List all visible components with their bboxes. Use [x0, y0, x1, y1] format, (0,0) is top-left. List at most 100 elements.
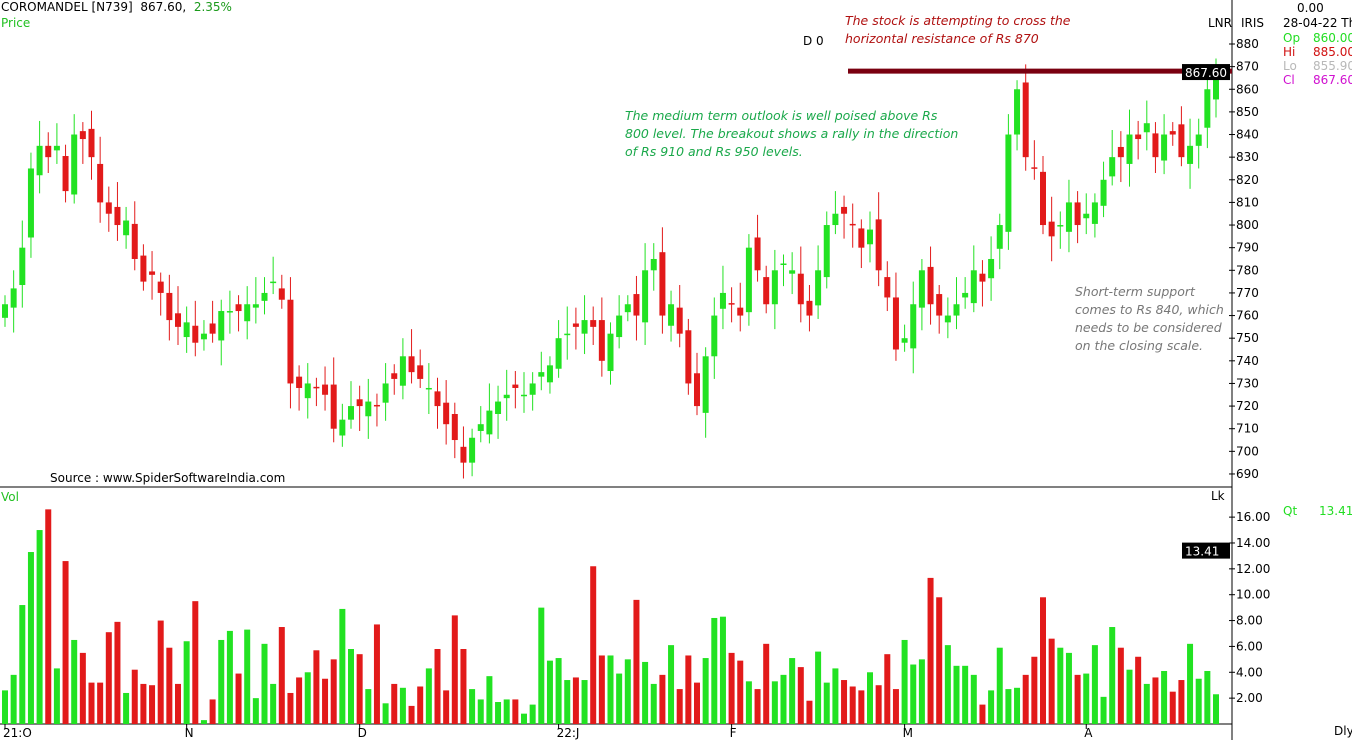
candle [27, 152, 34, 258]
volume-bar [503, 699, 510, 724]
chart-title: COROMANDEL [N739] 867.60, 2.35% [1, 1, 232, 14]
candle [512, 371, 519, 409]
price-tick-label: 720 [1236, 399, 1259, 413]
candle-body [676, 307, 683, 334]
candle-body [1005, 134, 1012, 232]
candle [123, 206, 130, 249]
candle-body [728, 303, 735, 305]
candle [36, 120, 43, 194]
volume-bar [417, 686, 424, 724]
candle-body [382, 383, 389, 403]
candle [555, 320, 562, 378]
volume-bar [702, 658, 709, 724]
candle [1117, 131, 1124, 183]
candle-body [1195, 134, 1202, 146]
candle [71, 114, 78, 204]
candle [1014, 80, 1021, 151]
candle [737, 282, 744, 332]
candle-body [789, 270, 796, 274]
candle-body [88, 128, 95, 158]
volume-bar [719, 616, 726, 724]
volume-bar [270, 683, 277, 724]
candle [754, 214, 761, 282]
candle [1040, 156, 1046, 235]
volume-tick-label: 16.00 [1236, 510, 1270, 524]
volume-bar [183, 641, 190, 724]
price-tick-label: 880 [1236, 37, 1259, 51]
candle [1031, 140, 1038, 180]
candle-body [996, 225, 1003, 249]
candle-body [849, 223, 856, 226]
candle [330, 357, 337, 443]
volume-bar [728, 652, 735, 724]
candle [953, 277, 960, 330]
candle [815, 245, 822, 319]
volume-bar [365, 689, 372, 724]
volume-bar [1014, 687, 1021, 724]
volume-bar [841, 680, 848, 724]
candle [771, 249, 778, 330]
volume-bar [1152, 677, 1159, 724]
candle-body [875, 219, 882, 271]
volume-bar [97, 682, 104, 724]
candle [659, 227, 666, 334]
candle [789, 252, 796, 295]
candle [434, 377, 441, 429]
volume-bar [1143, 683, 1150, 724]
volume-tick-label: 12.00 [1236, 562, 1270, 576]
candle [538, 351, 545, 391]
candle [157, 272, 164, 316]
volume-bar [771, 681, 778, 724]
candle-body [53, 145, 60, 151]
candle-body [175, 313, 181, 327]
volume-bar [1204, 670, 1211, 724]
volume-bar [408, 705, 415, 724]
candle-body [45, 145, 52, 158]
candle [944, 297, 951, 339]
low-label: Lo [1283, 59, 1297, 73]
volume-bar [1083, 673, 1090, 724]
volume-bar [175, 683, 181, 724]
candle [235, 295, 242, 332]
candle [304, 363, 311, 419]
high-label: Hi [1283, 45, 1296, 59]
candle [797, 246, 804, 323]
candle-body [209, 323, 216, 334]
candle [936, 285, 943, 334]
interval-label[interactable]: Dly [1334, 724, 1352, 738]
candle [1126, 109, 1133, 187]
volume-bar [1178, 680, 1185, 724]
volume-bar [123, 692, 130, 724]
candle [399, 338, 406, 400]
candle-body [503, 394, 510, 399]
candle [270, 256, 277, 295]
price-tick-label: 810 [1236, 195, 1259, 209]
candle [19, 220, 26, 308]
candle-body [10, 288, 17, 308]
candle-body [62, 156, 69, 192]
candle-body [261, 292, 268, 301]
candle [244, 286, 251, 340]
candle-body [218, 311, 225, 341]
candle [1195, 118, 1202, 169]
volume-bar [226, 630, 233, 724]
candle [1022, 64, 1029, 171]
candle-body [858, 228, 865, 248]
candle-body [918, 270, 925, 308]
symbol-name: COROMANDEL [N739] [1, 0, 133, 14]
volume-bar [832, 668, 839, 724]
candle-body [434, 391, 441, 407]
x-tick-label: 22:J [557, 726, 580, 740]
volume-bar [114, 621, 121, 724]
candle-body [754, 237, 761, 271]
candle [356, 385, 363, 431]
candle-body [815, 270, 822, 306]
volume-bar [166, 647, 173, 724]
volume-bar [27, 552, 34, 724]
volume-tick-label: 6.00 [1236, 639, 1263, 653]
price-label: Price [1, 16, 31, 30]
candle-body [745, 247, 752, 313]
price-tick-label: 800 [1236, 218, 1259, 232]
volume-bar [1040, 597, 1046, 724]
